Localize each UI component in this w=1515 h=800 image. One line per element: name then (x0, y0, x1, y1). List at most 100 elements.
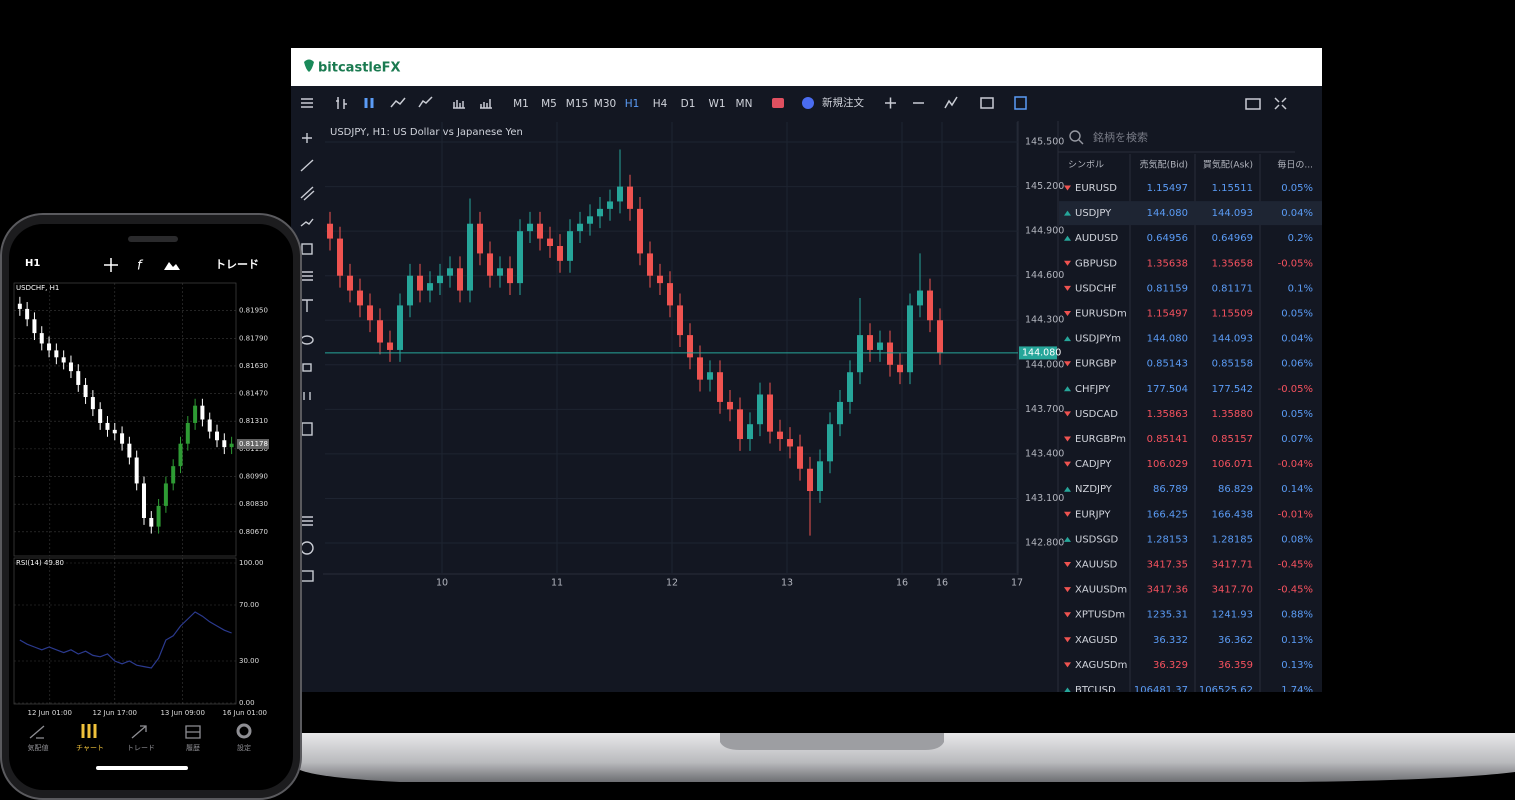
calendar-icon[interactable] (980, 97, 994, 109)
header (291, 48, 1322, 86)
candle-body (837, 401, 843, 425)
watchlist-tool[interactable] (301, 516, 313, 526)
bar-icon[interactable] (336, 97, 347, 109)
symbol[interactable]: XAUUSD (1075, 560, 1118, 571)
change: 0.04% (1281, 208, 1313, 219)
symbol[interactable]: EURUSD (1075, 183, 1117, 194)
indicator-icon[interactable] (944, 96, 958, 109)
candle-body (657, 275, 663, 284)
timeframe[interactable]: M15 (566, 98, 588, 110)
symbol[interactable]: USDJPY (1075, 208, 1112, 219)
candle-body (397, 305, 403, 350)
zoom-in[interactable] (885, 97, 896, 109)
bid: 1235.31 (1147, 610, 1188, 621)
symbol[interactable]: EURGBPm (1075, 434, 1126, 445)
symbol[interactable]: XPTUSDm (1075, 610, 1125, 621)
candle-body (120, 433, 125, 444)
trend-arrow (1064, 486, 1071, 492)
candle-body (647, 253, 653, 276)
search-input[interactable]: 銘柄を検索 (1093, 130, 1148, 144)
candle-icon[interactable] (364, 98, 374, 108)
symbol[interactable]: USDJPYm (1075, 334, 1121, 345)
timeframe[interactable]: W1 (708, 98, 725, 110)
template-icon[interactable] (1014, 96, 1027, 110)
symbol[interactable]: AUDUSD (1075, 233, 1119, 244)
chart-tab-icon[interactable] (81, 724, 97, 738)
symbol[interactable]: XAUUSDm (1075, 585, 1127, 596)
symbol[interactable]: EURJPY (1075, 509, 1111, 520)
timeframe[interactable]: H4 (653, 98, 668, 110)
symbol[interactable]: GBPUSD (1075, 258, 1117, 269)
symbol[interactable]: EURGBP (1075, 359, 1116, 370)
candle-body (797, 446, 803, 469)
symbol[interactable]: XAGUSD (1075, 635, 1118, 646)
symbol[interactable]: NZDJPY (1075, 484, 1113, 495)
menu-icon[interactable] (301, 98, 313, 108)
symbol[interactable]: CHFJPY (1075, 384, 1111, 395)
history-tab-icon[interactable] (185, 725, 201, 739)
tab-label[interactable]: 履歴 (186, 744, 200, 752)
fullscreen-icon[interactable] (1274, 97, 1287, 110)
pattern-tool[interactable] (300, 218, 314, 227)
crosshair-tool[interactable] (302, 133, 312, 143)
timeframe[interactable]: MN (736, 98, 753, 110)
channel-tool[interactable] (300, 186, 315, 201)
timeframe[interactable]: M5 (541, 98, 557, 110)
new-order-icon[interactable] (802, 97, 814, 109)
candle-body (178, 443, 183, 467)
phone-indicator-icon[interactable]: f (137, 259, 144, 274)
last-price-label: 0.81178 (239, 440, 268, 448)
settings-tab-icon[interactable] (236, 723, 252, 739)
timeframe[interactable]: M30 (594, 98, 616, 110)
ask: 3417.70 (1212, 585, 1253, 596)
area-icon[interactable] (418, 96, 433, 108)
tab-label[interactable]: 気配値 (28, 743, 49, 752)
phone-crosshair[interactable] (104, 258, 118, 272)
lock-tool[interactable] (302, 363, 312, 372)
quotes-tab-icon[interactable] (29, 725, 45, 739)
symbol[interactable]: USDSGD (1075, 534, 1118, 545)
bid: 106481.37 (1134, 685, 1188, 696)
symbol[interactable]: USDCHF (1075, 283, 1117, 294)
timeframe[interactable]: M1 (513, 98, 529, 110)
trade-tab-icon[interactable] (131, 725, 147, 739)
laptop-notch (720, 733, 944, 750)
tab-label[interactable]: 設定 (237, 743, 251, 752)
bid: 1.35638 (1147, 258, 1188, 269)
timeframe[interactable]: D1 (681, 98, 696, 110)
home-indicator (96, 766, 188, 770)
text-tool[interactable] (301, 299, 313, 312)
screenshot-icon[interactable] (1245, 98, 1261, 110)
laptop-base (300, 733, 1515, 782)
phone-trade[interactable]: トレード (215, 258, 259, 271)
bid: 144.080 (1147, 334, 1188, 345)
timeframe[interactable]: H1 (625, 98, 640, 110)
line-icon[interactable] (390, 97, 406, 108)
symbol[interactable]: EURUSDm (1075, 309, 1127, 320)
trendline-tool[interactable] (300, 159, 314, 172)
tab-label[interactable]: チャート (76, 744, 104, 752)
candle-body (437, 275, 443, 284)
ask: 1.35880 (1212, 409, 1253, 420)
tab-label[interactable]: トレード (127, 744, 155, 752)
histogram-icon[interactable] (480, 99, 492, 109)
shape-tool[interactable] (301, 243, 313, 255)
symbol[interactable]: CADJPY (1075, 459, 1112, 470)
symbol[interactable]: XAGUSDm (1075, 660, 1127, 671)
new-order[interactable]: 新規注文 (822, 96, 864, 109)
symbol[interactable]: USDCAD (1075, 409, 1118, 420)
phone-objects-icon[interactable] (164, 262, 180, 270)
candle-body (337, 238, 343, 276)
magnet-tool[interactable] (303, 392, 311, 400)
volume-icon[interactable] (453, 100, 465, 109)
x-tick-label: 16 Jun 01:00 (223, 709, 267, 717)
phone-timeframe[interactable]: H1 (25, 258, 40, 269)
candle-body (917, 290, 923, 306)
candle-body (357, 290, 363, 306)
fib-tool[interactable] (301, 271, 313, 281)
candle-body (727, 401, 733, 410)
candle-body (207, 419, 212, 432)
symbol[interactable]: BTCUSD (1075, 685, 1116, 696)
trade-icon[interactable] (772, 98, 784, 108)
y-tick-label: 30.00 (239, 657, 259, 665)
